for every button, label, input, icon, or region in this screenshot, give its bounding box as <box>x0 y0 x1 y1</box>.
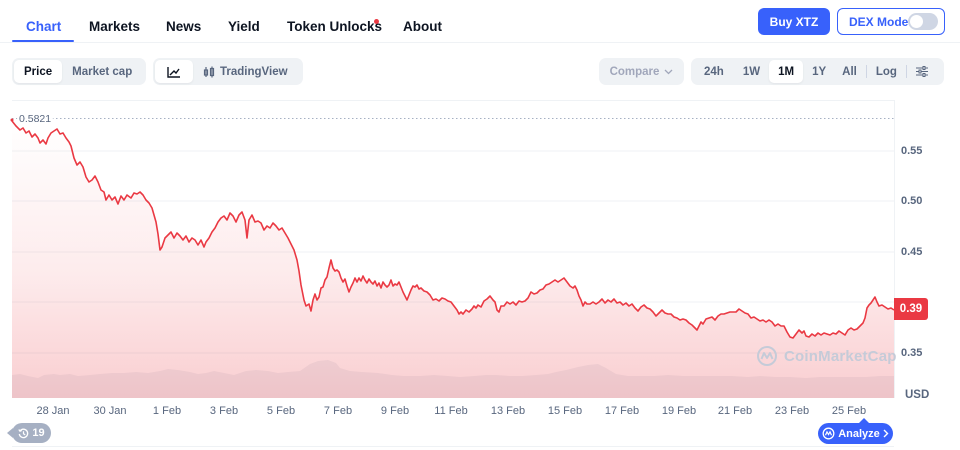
price-area <box>12 121 894 398</box>
currency-label: USD <box>905 389 930 401</box>
x-tick: 13 Feb <box>490 405 526 417</box>
range-24h[interactable]: 24h <box>704 65 724 78</box>
x-tick: 17 Feb <box>604 405 640 417</box>
x-tick: 3 Feb <box>209 405 239 417</box>
top-nav: Chart Markets News Yield Token Unlocks A… <box>0 0 960 43</box>
y-tick-055: 0.55 <box>901 145 923 157</box>
x-tick: 7 Feb <box>323 405 353 417</box>
dex-mode-toggle[interactable] <box>908 13 938 30</box>
analyze-label: Analyze <box>838 427 880 440</box>
metric-switch: Price Market cap <box>12 58 146 85</box>
history-button[interactable]: 19 <box>12 423 51 443</box>
analyze-button[interactable]: Analyze <box>818 423 893 444</box>
time-range-switch: 24h 1W 1M 1Y All Log <box>691 58 944 85</box>
tab-token-unlocks[interactable]: Token Unlocks <box>287 19 383 34</box>
x-tick: 23 Feb <box>774 405 810 417</box>
x-tick: 9 Feb <box>380 405 410 417</box>
tradingview-label: TradingView <box>220 65 288 78</box>
x-tick: 15 Feb <box>547 405 583 417</box>
tradingview-tab[interactable]: TradingView <box>193 60 298 83</box>
y-tick-050: 0.50 <box>901 195 923 207</box>
history-tip <box>7 428 13 438</box>
x-tick: 30 Jan <box>93 405 127 417</box>
line-chart-tab[interactable] <box>155 60 193 83</box>
analyze-tip <box>859 418 869 423</box>
price-line <box>11 120 895 339</box>
chevron-down-icon <box>664 69 673 74</box>
active-tab-indicator <box>12 40 74 42</box>
high-marker <box>10 118 14 122</box>
line-chart-icon <box>167 66 180 78</box>
chart-type-switch: TradingView <box>153 58 303 85</box>
history-count: 19 <box>32 427 45 439</box>
watermark-text: CoinMarketCap <box>784 347 897 365</box>
coinmarketcap-watermark: CoinMarketCap <box>756 345 897 367</box>
x-tick: 11 Feb <box>434 405 468 417</box>
x-tick: 21 Feb <box>717 405 753 417</box>
x-tick: 25 Feb <box>831 405 867 417</box>
tab-markets[interactable]: Markets <box>89 19 141 34</box>
x-tick: 19 Feb <box>661 405 697 417</box>
chart-border <box>12 100 894 101</box>
tab-yield[interactable]: Yield <box>228 19 260 34</box>
chart-settings-button[interactable] <box>909 60 935 83</box>
separator <box>905 65 907 78</box>
candlestick-icon <box>203 66 215 77</box>
range-1w[interactable]: 1W <box>742 65 761 78</box>
buy-xtz-button[interactable]: Buy XTZ <box>758 8 830 35</box>
tab-chart[interactable]: Chart <box>26 19 62 34</box>
compare-dropdown[interactable]: Compare <box>599 58 684 85</box>
dex-mode-label: DEX Mode <box>849 14 909 29</box>
sliders-icon <box>915 66 928 77</box>
high-price-label: 0.5821 <box>17 113 54 125</box>
y-tick-045: 0.45 <box>901 246 923 258</box>
market-cap-tab[interactable]: Market cap <box>72 65 133 78</box>
range-1y[interactable]: 1Y <box>812 65 827 78</box>
separator <box>865 65 867 78</box>
x-tick: 1 Feb <box>152 405 182 417</box>
x-tick: 28 Jan <box>36 405 70 417</box>
y-tick-035: 0.35 <box>901 347 923 359</box>
chevron-right-icon <box>883 429 889 438</box>
chart-bottom-border <box>12 446 894 447</box>
range-all[interactable]: All <box>842 65 857 78</box>
history-clock-icon <box>18 428 29 438</box>
current-price-badge: 0.39 <box>894 298 928 320</box>
price-tab[interactable]: Price <box>14 60 63 83</box>
dex-mode-button[interactable]: DEX Mode <box>837 8 945 35</box>
coinmarketcap-logo-icon <box>757 346 777 366</box>
notification-dot <box>374 19 379 24</box>
log-toggle[interactable]: Log <box>875 65 897 78</box>
tab-about[interactable]: About <box>403 19 442 34</box>
x-tick: 5 Feb <box>266 405 296 417</box>
range-1m[interactable]: 1M <box>769 60 804 83</box>
tab-news[interactable]: News <box>166 19 202 34</box>
buy-label: Buy XTZ <box>769 14 819 29</box>
toggle-knob <box>910 15 923 28</box>
compare-label: Compare <box>609 65 660 78</box>
ai-chat-icon <box>822 427 835 440</box>
